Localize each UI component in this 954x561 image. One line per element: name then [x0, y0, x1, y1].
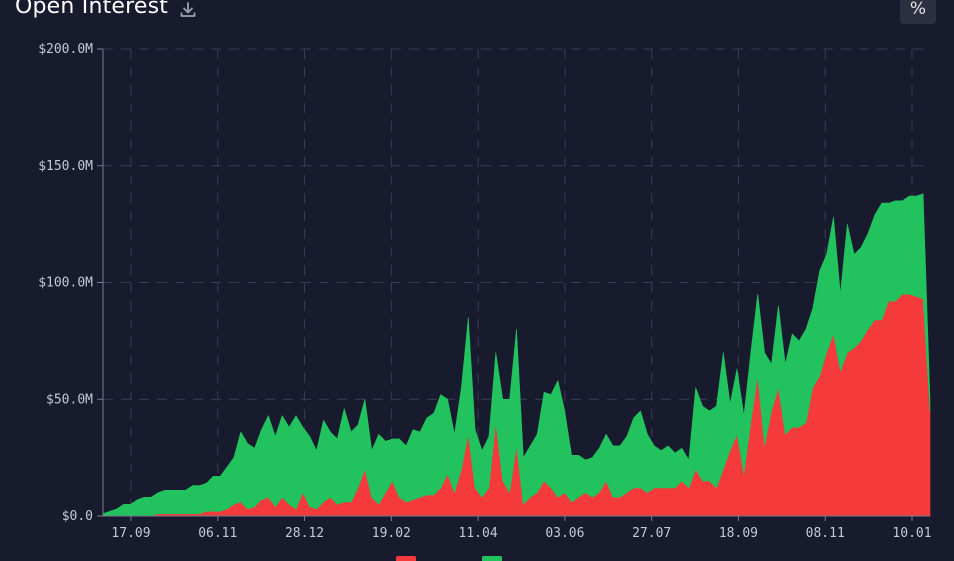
legend-swatch-0[interactable]	[396, 556, 416, 561]
x-tick-label: 18.09	[719, 526, 758, 541]
series-area-1	[102, 193, 931, 517]
y-axis-ticks: $0.0 $50.0M $100.0M $150.0M $200.0M	[38, 42, 103, 524]
percent-toggle-button[interactable]: %	[900, 0, 936, 24]
legend-swatch-1[interactable]	[482, 556, 502, 561]
chart-title: Open Interest	[15, 0, 169, 19]
x-tick-label: 06.11	[198, 526, 237, 541]
y-tick-label: $50.0M	[46, 392, 93, 407]
x-tick-label: 28.12	[285, 526, 324, 541]
x-tick-label: 03.06	[545, 526, 584, 541]
chart-legend	[396, 556, 502, 561]
x-axis-ticks: 17.09 06.11 28.12 19.02 11.04 03.06 27.07 18.09…	[111, 516, 932, 541]
x-tick-label: 17.09	[111, 526, 150, 541]
y-tick-label: $0.0	[62, 509, 93, 524]
chart-header: Open Interest %	[0, 0, 954, 30]
y-tick-label: $150.0M	[38, 159, 93, 174]
chart-areas	[102, 193, 931, 517]
x-tick-label: 19.02	[372, 526, 411, 541]
y-tick-label: $200.0M	[38, 42, 93, 57]
x-tick-label: 08.11	[806, 526, 845, 541]
x-tick-label: 11.04	[459, 526, 498, 541]
chart-grid	[103, 48, 930, 516]
y-tick-label: $100.0M	[38, 276, 93, 291]
x-tick-label: 10.01	[892, 526, 931, 541]
x-tick-label: 27.07	[632, 526, 671, 541]
download-icon[interactable]	[178, 0, 198, 20]
